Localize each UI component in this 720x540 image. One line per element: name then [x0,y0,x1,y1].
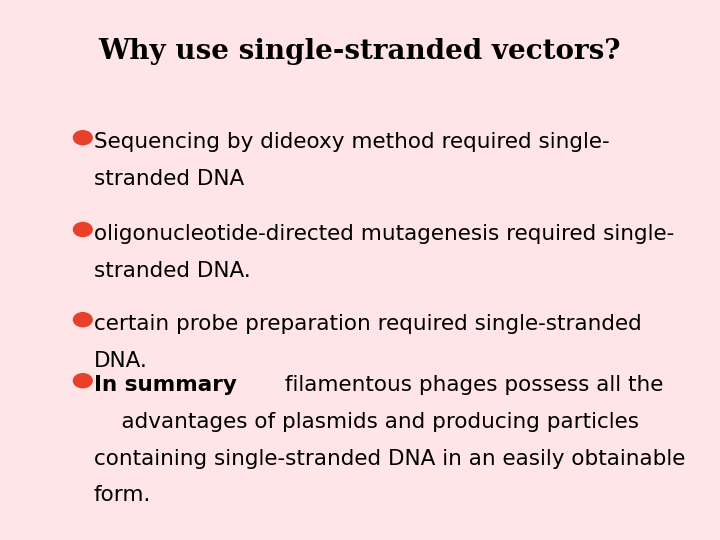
Text: advantages of plasmids and producing particles: advantages of plasmids and producing par… [94,412,639,432]
Text: Sequencing by dideoxy method required single-: Sequencing by dideoxy method required si… [94,132,609,152]
Text: containing single-stranded DNA in an easily obtainable: containing single-stranded DNA in an eas… [94,449,685,469]
Circle shape [73,313,92,327]
Text: stranded DNA: stranded DNA [94,169,244,189]
Text: oligonucleotide-directed mutagenesis required single-: oligonucleotide-directed mutagenesis req… [94,224,674,244]
Text: certain probe preparation required single-stranded: certain probe preparation required singl… [94,314,642,334]
Text: DNA.: DNA. [94,351,148,371]
Text: In summary: In summary [94,375,236,395]
Text: form.: form. [94,485,151,505]
Text: filamentous phages possess all the: filamentous phages possess all the [278,375,663,395]
Text: stranded DNA.: stranded DNA. [94,261,251,281]
Circle shape [73,222,92,237]
Circle shape [73,374,92,388]
Circle shape [73,131,92,145]
Text: Why use single-stranded vectors?: Why use single-stranded vectors? [99,38,621,65]
